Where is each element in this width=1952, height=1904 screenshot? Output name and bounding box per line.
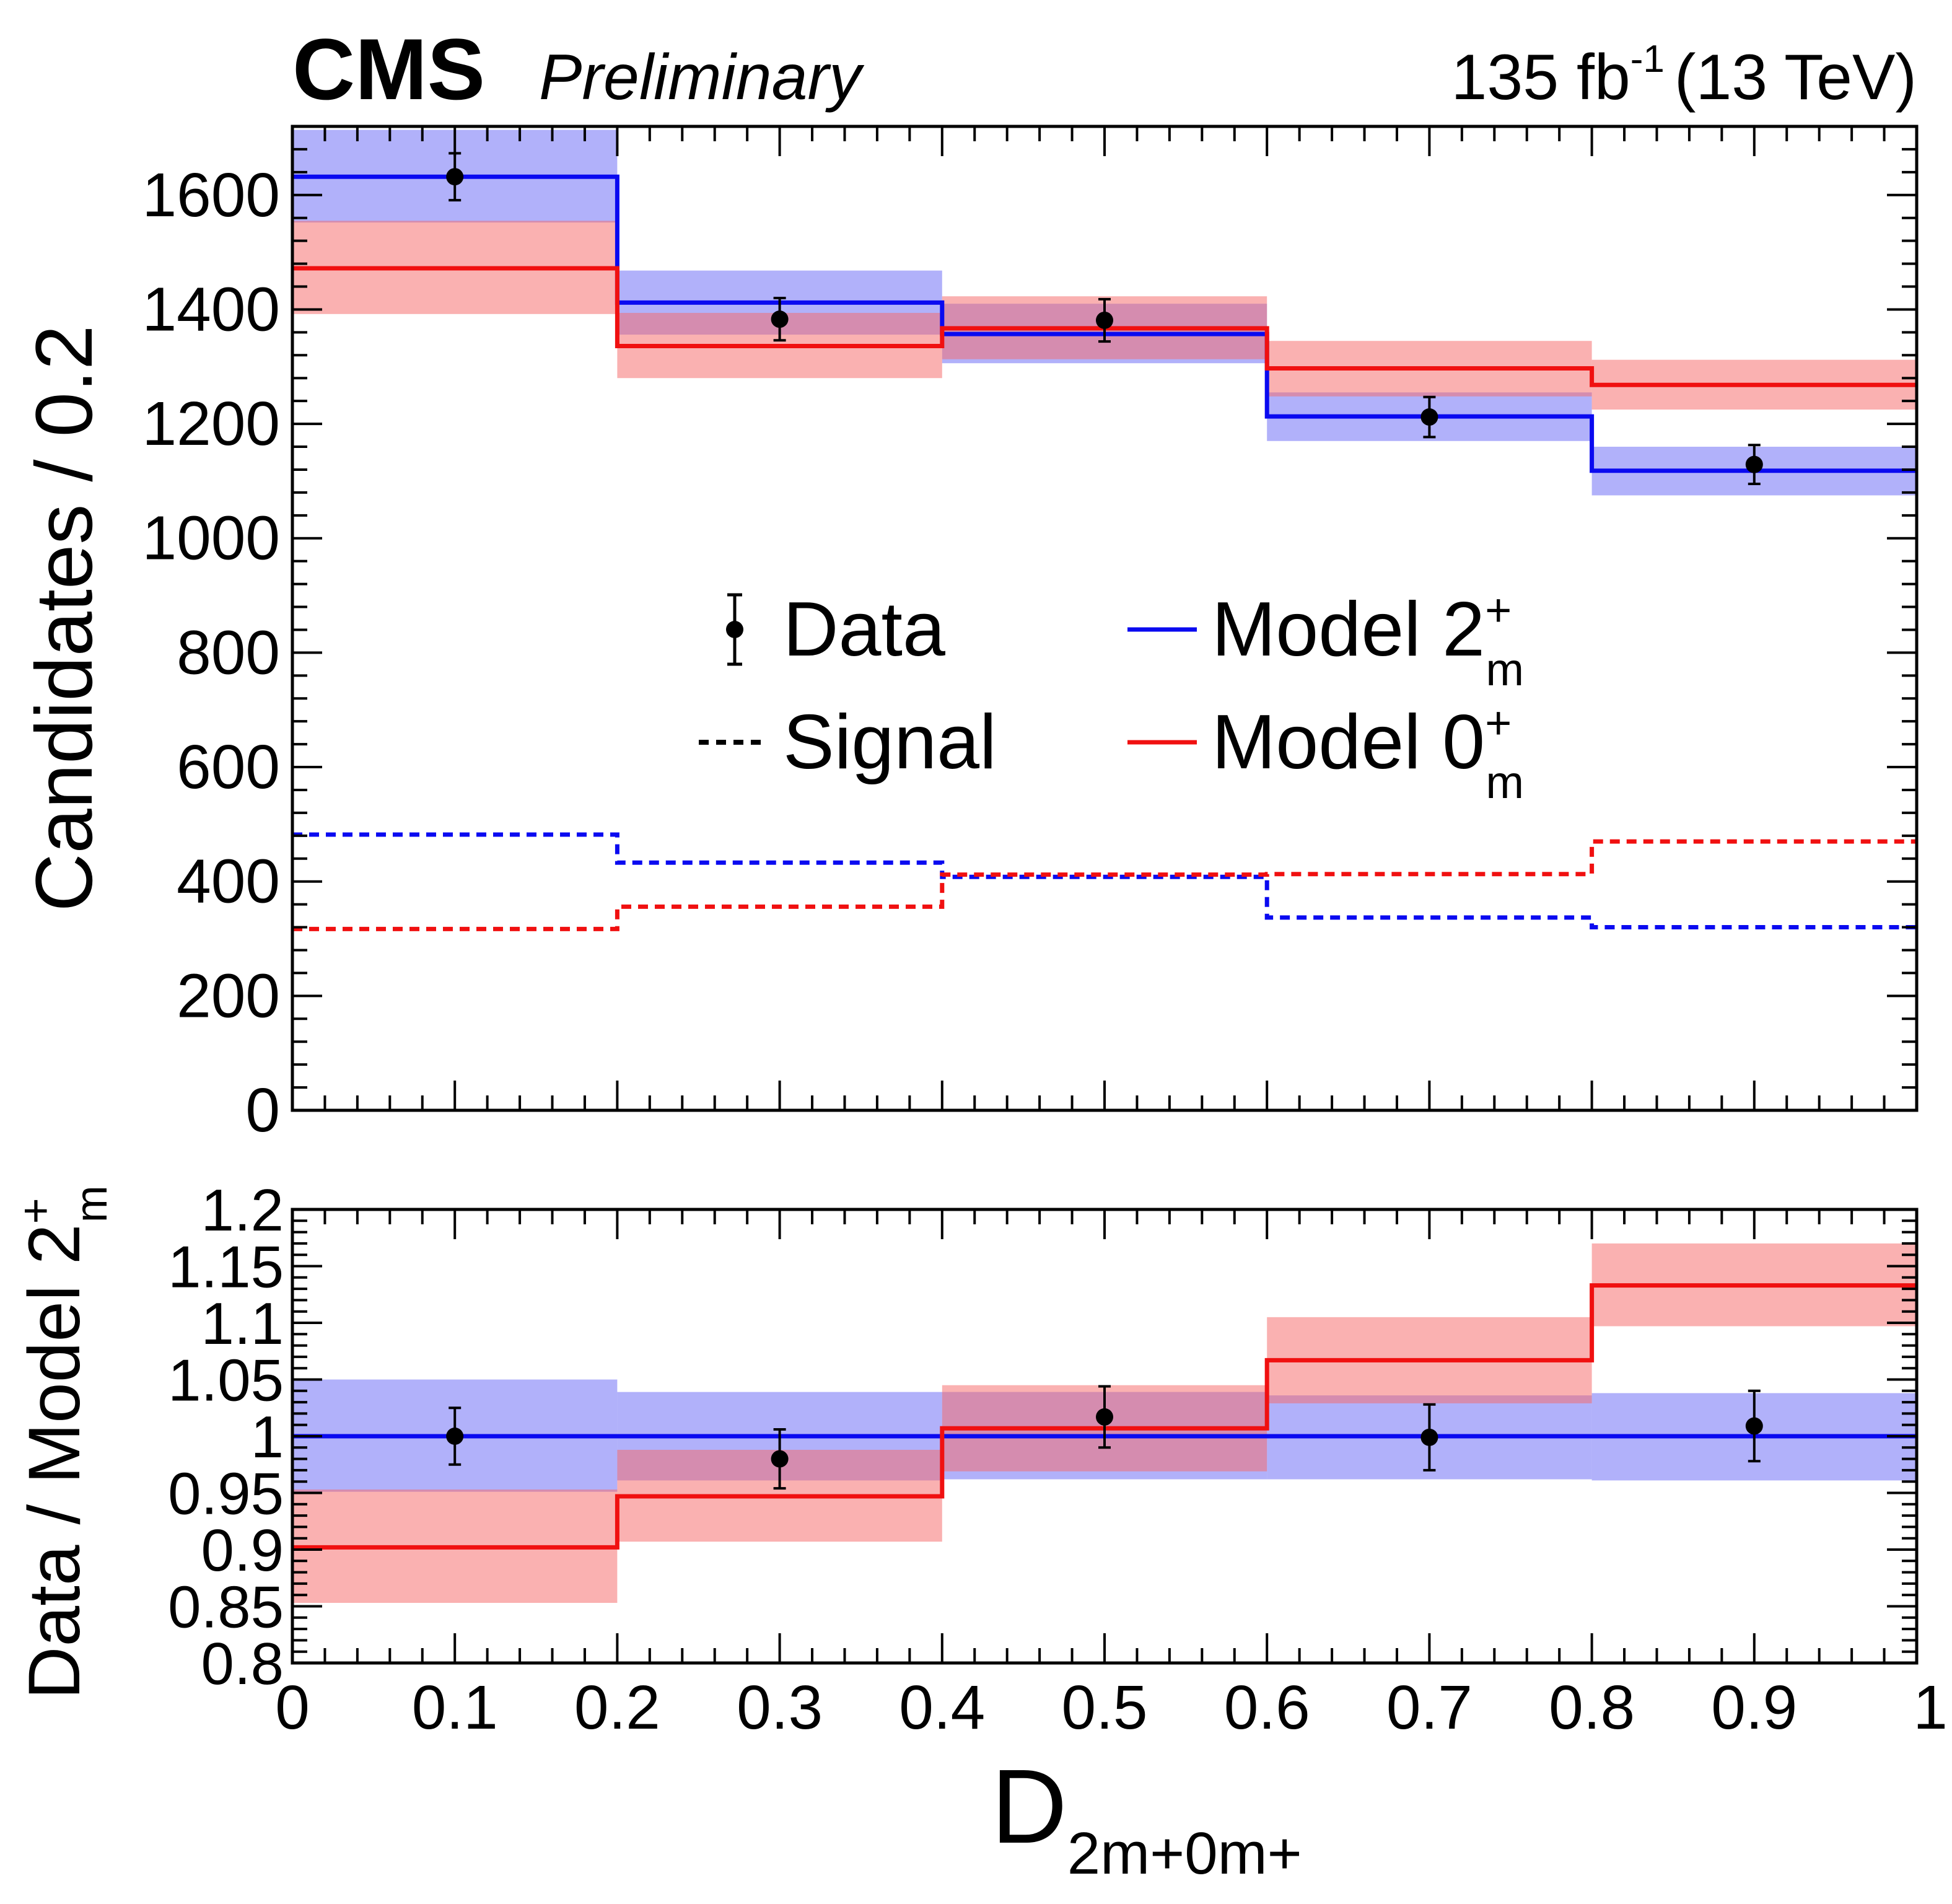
main-y-tick-label: 0 <box>245 1076 280 1145</box>
x-tick-label: 0.5 <box>1061 1673 1147 1742</box>
main-y-tick-label: 1600 <box>142 160 280 230</box>
main-y-axis-title: Candidates / 0.2 <box>19 325 109 912</box>
legend: Data Signal Model 2+ m Model 0+ m <box>699 584 1524 808</box>
main-data-marker-1 <box>446 168 464 186</box>
ratio-y-tick-label: 1.15 <box>168 1234 284 1301</box>
ratio-y-tick-label: 1 <box>251 1404 284 1470</box>
main-y-tick-label: 200 <box>177 961 280 1030</box>
ratio-data-point-3 <box>1096 1385 1113 1449</box>
ratio-data-points <box>446 1385 1763 1490</box>
main-data-point-2 <box>771 296 789 342</box>
main-data-marker-3 <box>1096 311 1113 329</box>
ratio-data-point-2 <box>771 1428 789 1490</box>
ratio-data-marker-3 <box>1096 1408 1113 1426</box>
top-data-points <box>446 152 1763 486</box>
main-line-signal-2m- <box>292 832 1917 930</box>
x-tick-labels: 0 0.1 0.2 0.3 0.4 0.5 0.6 0.7 0.8 0.9 1 <box>275 1673 1948 1742</box>
ratio-data-point-4 <box>1420 1403 1438 1472</box>
x-axis-subscript: 2m+0m+ <box>1067 1820 1302 1887</box>
x-tick-label: 0.6 <box>1224 1673 1310 1742</box>
luminosity-value: 135 fb <box>1451 42 1630 113</box>
x-axis-title: D2m+0m+ <box>991 1748 1302 1887</box>
main-y-tick-label: 400 <box>177 847 280 916</box>
x-tick-label: 0.9 <box>1711 1673 1797 1742</box>
x-tick-label: 0.7 <box>1386 1673 1473 1742</box>
ratio-y-axis-title: Data / Model 2+ m <box>11 1185 116 1699</box>
legend-model-2m-label: Model 2+ m <box>1212 584 1524 695</box>
main-y-tick-label: 1000 <box>142 504 280 573</box>
ratio-data-marker-4 <box>1420 1428 1438 1446</box>
main-y-tick-label: 600 <box>177 732 280 802</box>
legend-data-label: Data <box>783 587 945 672</box>
main-data-marker-4 <box>1420 408 1438 426</box>
top-ticks <box>291 125 1918 1112</box>
ratio-y-tick-label: 1.2 <box>201 1177 284 1244</box>
x-tick-label: 0.8 <box>1549 1673 1635 1742</box>
main-data-marker-2 <box>771 310 789 328</box>
legend-signal-label: Signal <box>783 700 997 785</box>
legend-data-marker <box>726 593 743 666</box>
ratio-data-point-5 <box>1745 1389 1763 1463</box>
main-y-tick-labels: 0 200 400 600 800 1000 1200 1400 1600 <box>142 160 280 1145</box>
main-line-signal-0m- <box>292 839 1917 931</box>
preliminary-label: Preliminary <box>539 42 865 113</box>
legend-model-0m-label: Model 0+ m <box>1212 697 1524 808</box>
ratio-data-marker-5 <box>1745 1417 1763 1435</box>
ratio-y-tick-label: 0.95 <box>168 1461 284 1527</box>
x-tick-label: 0 <box>275 1673 310 1742</box>
main-y-tick-label: 800 <box>177 618 280 687</box>
x-tick-label: 0.4 <box>899 1673 985 1742</box>
x-tick-label: 0.3 <box>737 1673 823 1742</box>
luminosity-exponent: -1 <box>1630 38 1665 81</box>
main-data-marker-5 <box>1745 455 1763 473</box>
ratio-data-marker-1 <box>446 1428 464 1445</box>
main-data-point-1 <box>446 152 464 202</box>
main-y-tick-label: 1400 <box>142 274 280 344</box>
main-panel: 0 200 400 600 800 1000 1200 1400 1600 Candidates… <box>19 125 1919 1145</box>
x-tick-label: 0.2 <box>574 1673 660 1742</box>
main-panel-frame <box>291 125 1919 1112</box>
ratio-data-point-1 <box>446 1406 464 1466</box>
main-y-tick-label: 1200 <box>142 389 280 458</box>
energy-label: (13 TeV) <box>1674 42 1917 113</box>
luminosity-label: 135 fb-1 (13 TeV) <box>1451 38 1917 113</box>
ratio-y-tick-label: 1.05 <box>168 1348 284 1414</box>
x-tick-label: 1 <box>1913 1673 1948 1742</box>
ratio-y-tick-label: 1.1 <box>201 1291 284 1357</box>
main-data-point-4 <box>1420 395 1438 439</box>
x-tick-label: 0.1 <box>412 1673 498 1742</box>
ratio-y-tick-label: 0.85 <box>168 1574 284 1641</box>
main-data-point-3 <box>1096 297 1113 343</box>
cms-label: CMS <box>292 20 485 118</box>
main-data-point-5 <box>1745 444 1763 486</box>
ratio-y-tick-label: 0.9 <box>201 1517 284 1584</box>
ratio-panel-frame <box>291 1208 1919 1665</box>
ratio-data-marker-2 <box>771 1450 789 1468</box>
ratio-y-tick-label: 0.8 <box>201 1631 284 1697</box>
